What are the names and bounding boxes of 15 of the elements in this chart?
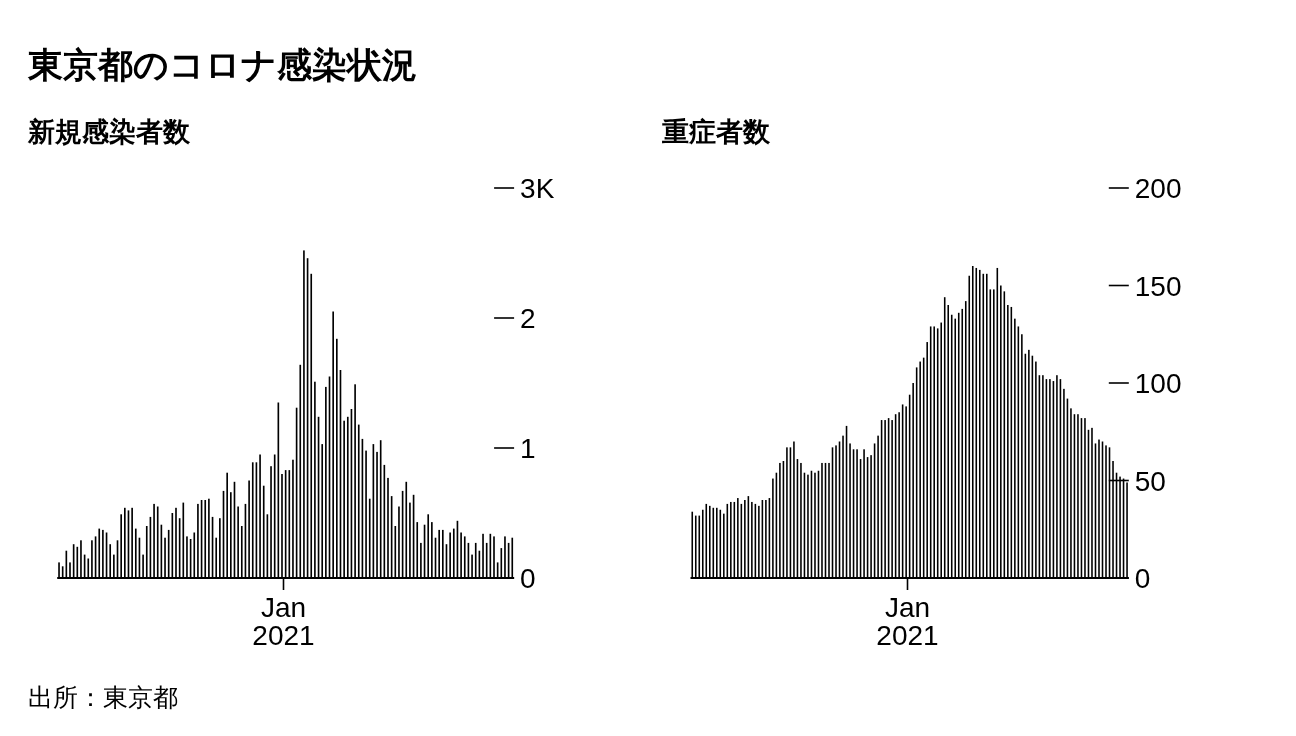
y-tick-label: 50 [1134, 465, 1166, 497]
chart-title: 重症者数 [661, 117, 771, 147]
y-tick-label: 1 [520, 433, 536, 465]
text: Jan 2021 [252, 592, 315, 651]
chart-title: 新規感染者数 [27, 117, 191, 147]
y-tick-label: 0 [520, 563, 536, 595]
y-tick-label: 2 [520, 303, 536, 335]
y-tick-label: 0 [1134, 563, 1151, 595]
text: Jan 2021 [876, 592, 939, 651]
text: 出所：東京都 [28, 683, 178, 711]
y-tick-label: 3K [520, 173, 555, 205]
y-tick-label: 150 [1134, 270, 1182, 302]
text: 東京都のコロナ感染状況 [27, 45, 417, 84]
y-tick-label: 200 [1134, 173, 1182, 205]
y-tick-label: 100 [1134, 368, 1182, 400]
